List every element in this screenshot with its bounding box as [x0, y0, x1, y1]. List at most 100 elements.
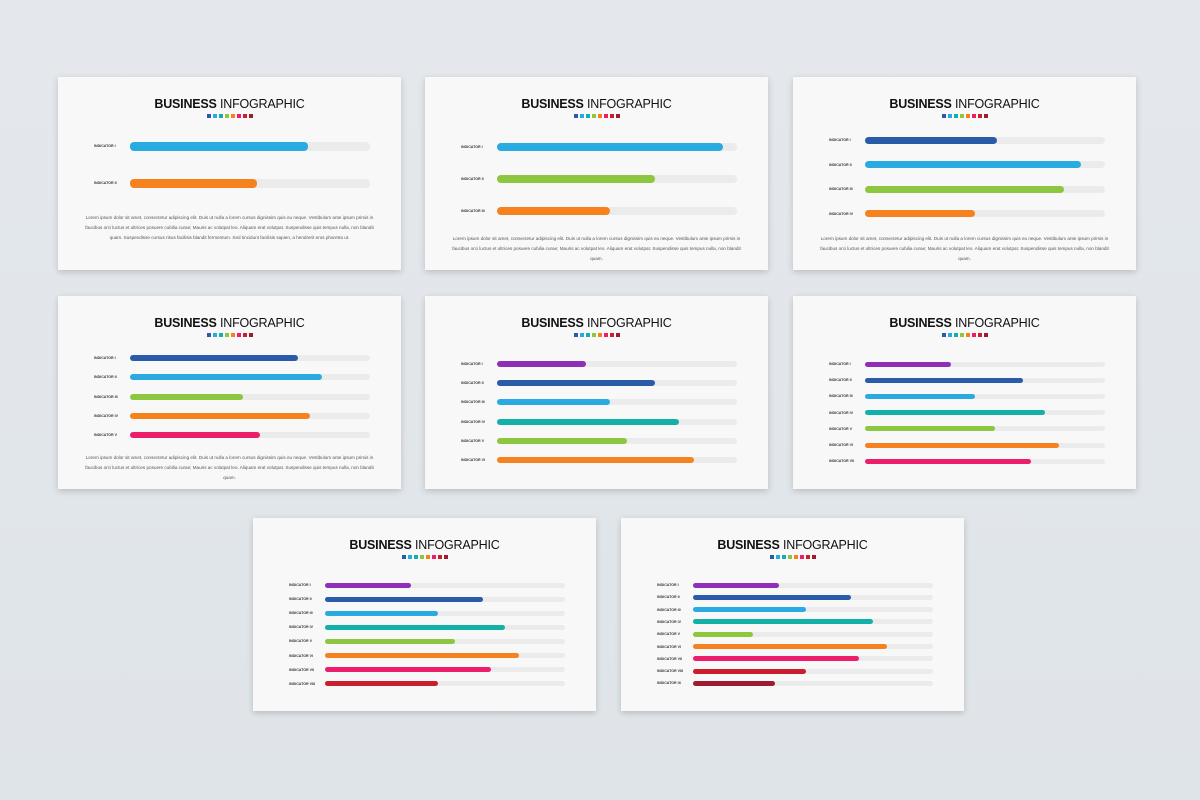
slide-title: BUSINESS INFOGRAPHIC	[58, 97, 401, 111]
color-dot	[224, 114, 229, 118]
indicator-bar	[497, 457, 694, 463]
indicator-label: INDICATOR II	[829, 162, 852, 167]
indicator-label: INDICATOR III	[829, 187, 853, 191]
indicator-track	[325, 610, 565, 616]
color-dot	[597, 114, 602, 118]
indicator-label: INDICATOR VII	[289, 667, 315, 672]
indicator-bar	[693, 631, 753, 637]
color-dot	[603, 114, 608, 118]
color-dot	[941, 114, 946, 118]
color-dot	[983, 114, 988, 118]
indicator-bar	[497, 175, 656, 183]
infographic-slide[interactable]: BUSINESS INFOGRAPHIC INDICATOR I INDICATOR…	[58, 296, 401, 489]
title-light-word: INFOGRAPHIC	[583, 97, 672, 111]
indicator-track	[325, 638, 565, 644]
slide-title: BUSINESS INFOGRAPHIC	[58, 316, 401, 330]
indicator-label: INDICATOR I	[657, 583, 679, 587]
indicator-label: INDICATOR I	[829, 138, 851, 142]
slide-title: BUSINESS INFOGRAPHIC	[425, 97, 768, 111]
indicator-label: INDICATOR III	[461, 209, 485, 213]
indicator-label: INDICATOR II	[461, 381, 484, 386]
color-dot	[425, 555, 430, 559]
indicator-track	[497, 380, 737, 387]
infographic-slide[interactable]: BUSINESS INFOGRAPHIC INDICATOR I INDICATOR…	[793, 296, 1136, 489]
color-dot	[811, 555, 816, 559]
indicator-track	[865, 210, 1105, 217]
indicator-track	[130, 178, 370, 188]
color-dot	[443, 555, 448, 559]
indicator-track	[130, 412, 370, 419]
title-bold-word: BUSINESS	[889, 97, 952, 111]
indicator-bar	[693, 619, 873, 625]
indicator-bar	[497, 437, 627, 444]
indicator-track	[693, 582, 933, 588]
indicator-bar	[693, 594, 852, 600]
infographic-slide[interactable]: BUSINESS INFOGRAPHIC INDICATOR I INDICATOR…	[425, 296, 768, 489]
indicator-track	[865, 136, 1105, 144]
indicator-bar	[325, 653, 520, 658]
color-dot	[224, 333, 229, 337]
indicator-track	[693, 668, 933, 674]
indicator-label: INDICATOR II	[461, 177, 484, 181]
color-dot	[947, 333, 952, 337]
title-light-word: INFOGRAPHIC	[951, 97, 1040, 111]
indicator-track	[497, 143, 737, 151]
infographic-slide[interactable]: BUSINESS INFOGRAPHIC INDICATOR I INDICATOR…	[621, 518, 964, 711]
indicator-bar	[130, 355, 298, 361]
indicator-track	[497, 399, 737, 406]
title-bold-word: BUSINESS	[349, 538, 412, 552]
indicator-bar	[497, 399, 610, 406]
color-dot	[769, 555, 774, 559]
indicator-track	[693, 607, 933, 613]
slide-paragraph: Lorem ipsum dolor sit amet, consectetur …	[452, 236, 741, 261]
indicator-track	[130, 432, 370, 439]
infographic-slide[interactable]: BUSINESS INFOGRAPHIC INDICATOR I INDICATOR…	[425, 77, 768, 270]
color-dot	[248, 114, 253, 118]
infographic-slide[interactable]: BUSINESS INFOGRAPHIC INDICATOR I INDICATOR…	[58, 77, 401, 270]
infographic-slide[interactable]: BUSINESS INFOGRAPHIC INDICATOR I INDICATOR…	[793, 77, 1136, 270]
indicator-bar	[693, 607, 806, 613]
indicator-label: INDICATOR IV	[94, 413, 119, 418]
color-dot	[591, 333, 596, 337]
color-dot	[242, 114, 247, 118]
indicator-label: INDICATOR IV	[829, 211, 854, 216]
color-dot	[585, 333, 590, 337]
indicator-track	[497, 437, 737, 444]
color-dot	[793, 555, 798, 559]
color-dot	[609, 333, 614, 337]
indicator-label: INDICATOR VI	[829, 443, 854, 447]
indicator-track	[865, 361, 1105, 367]
indicator-label: INDICATOR V	[829, 426, 853, 431]
title-light-word: INFOGRAPHIC	[216, 97, 305, 111]
indicator-track	[693, 594, 933, 600]
infographic-slide[interactable]: BUSINESS INFOGRAPHIC INDICATOR I INDICATOR…	[253, 518, 596, 711]
indicator-track	[693, 656, 933, 662]
color-dot	[579, 333, 584, 337]
indicator-label: INDICATOR V	[289, 639, 313, 644]
indicator-bar	[865, 393, 976, 399]
indicator-label: INDICATOR IV	[829, 410, 854, 415]
color-dot	[953, 333, 958, 337]
indicator-track	[865, 161, 1105, 168]
indicator-track	[865, 458, 1105, 464]
indicator-track	[325, 624, 565, 630]
title-light-word: INFOGRAPHIC	[216, 316, 305, 330]
indicator-bar	[130, 178, 258, 188]
color-dot	[615, 333, 620, 337]
indicator-label: INDICATOR IV	[461, 419, 486, 424]
color-dot	[437, 555, 442, 559]
color-dot	[971, 114, 976, 118]
color-dot	[603, 333, 608, 337]
indicator-bar	[325, 667, 491, 673]
color-dot	[248, 333, 253, 337]
indicator-bar	[497, 418, 680, 425]
title-light-word: INFOGRAPHIC	[583, 316, 672, 330]
indicator-track	[130, 141, 370, 151]
indicator-label: INDICATOR I	[289, 583, 311, 587]
indicator-track	[130, 393, 370, 400]
indicator-bar	[325, 624, 505, 630]
color-dot	[959, 333, 964, 337]
indicator-track	[130, 374, 370, 381]
title-bold-word: BUSINESS	[154, 316, 217, 330]
slide-title: BUSINESS INFOGRAPHIC	[793, 316, 1136, 330]
